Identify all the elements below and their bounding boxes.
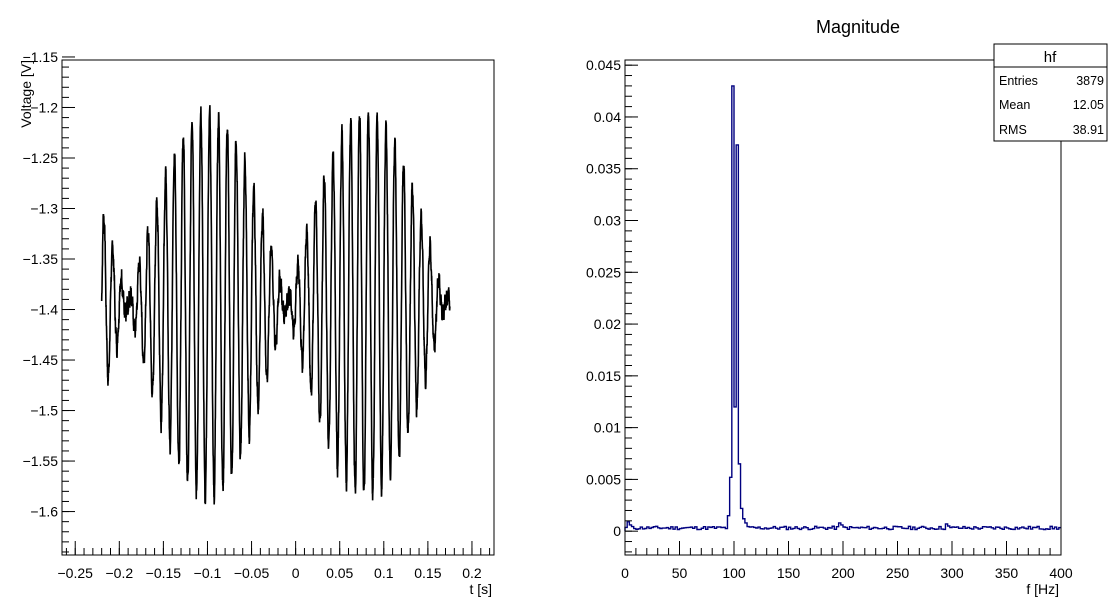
left-voltage-trace — [100, 105, 451, 505]
left-x-tick-label: 0 — [292, 565, 300, 581]
left-y-axis-label: Voltage [V] — [18, 60, 34, 128]
stats-rms-label: RMS — [999, 123, 1027, 137]
right-x-tick-label: 350 — [995, 565, 1019, 581]
left-x-tick-label: 0.15 — [414, 565, 441, 581]
left-series-line — [100, 105, 451, 505]
stats-box-name: hf — [1044, 49, 1057, 66]
right-x-tick-label: 100 — [722, 565, 746, 581]
stats-mean-value: 12.05 — [1073, 98, 1104, 112]
left-y-tick-label: −1.25 — [23, 150, 59, 166]
left-y-tick-label: −1.2 — [30, 99, 58, 115]
stats-entries-label: Entries — [999, 74, 1038, 88]
right-plot-title: Magnitude — [816, 17, 900, 37]
stats-rms-value: 38.91 — [1073, 123, 1104, 137]
right-x-tick-label: 50 — [672, 565, 688, 581]
right-y-tick-label: 0.035 — [586, 161, 621, 177]
stats-entries-value: 3879 — [1076, 74, 1104, 88]
stats-box-frame — [993, 43, 1108, 142]
left-y-tick-label: −1.3 — [30, 201, 58, 217]
right-histogram-line — [624, 85, 1061, 532]
left-x-tick-label: 0.05 — [326, 565, 353, 581]
left-x-axis-label: t [s] — [469, 581, 492, 597]
right-x-tick-label: 400 — [1049, 565, 1073, 581]
left-x-tick-label: −0.1 — [194, 565, 222, 581]
left-y-tick-label: −1.5 — [30, 403, 58, 419]
right-y-tick-label: 0.005 — [586, 471, 621, 487]
left-x-tick-label: −0.15 — [146, 565, 182, 581]
right-y-tick-label: 0.01 — [594, 420, 621, 436]
right-x-axis-label: f [Hz] — [1026, 581, 1059, 597]
right-x-tick-label: 0 — [621, 565, 629, 581]
right-y-tick-label: 0.03 — [594, 213, 621, 229]
right-y-tick-label: 0 — [613, 523, 621, 539]
left-y-tick-label: −1.55 — [23, 453, 59, 469]
right-x-tick-label: 300 — [940, 565, 964, 581]
left-x-tick-label: 0.2 — [462, 565, 482, 581]
right-y-tick-label: 0.025 — [586, 264, 621, 280]
right-x-tick-label: 150 — [777, 565, 801, 581]
left-y-axis: −1.6 −1.55 −1.5 −1.45 −1.4 −1.35 −1.3 −1.25 −1.2… — [23, 49, 75, 553]
stats-mean-label: Mean — [999, 98, 1030, 112]
right-y-tick-label: 0.015 — [586, 368, 621, 384]
left-x-tick-label: −0.2 — [105, 565, 133, 581]
right-x-tick-label: 200 — [831, 565, 855, 581]
right-x-axis: 0 50 100 150 200 250 300 350 400 — [621, 541, 1073, 581]
right-magnitude-histogram — [624, 85, 1061, 532]
right-y-tick-label: 0.045 — [586, 57, 621, 73]
left-x-tick-label: −0.05 — [234, 565, 270, 581]
left-x-tick-label: 0.1 — [374, 565, 394, 581]
right-y-tick-label: 0.02 — [594, 316, 621, 332]
left-y-tick-label: −1.6 — [30, 504, 58, 520]
left-x-tick-label: −0.25 — [58, 565, 94, 581]
left-y-tick-label: −1.45 — [23, 352, 59, 368]
left-y-tick-label: −1.4 — [30, 302, 58, 318]
stats-box: hf Entries 3879 Mean 12.05 RMS 38.91 — [993, 43, 1108, 142]
left-y-tick-label: −1.15 — [23, 49, 59, 65]
right-plot: Magnitude 0 50 100 150 200 250 300 350 400 0 0.00… — [586, 17, 1108, 597]
right-y-axis: 0 0.005 0.01 0.015 0.02 0.025 0.03 0.035 0.04 0.0… — [586, 57, 638, 553]
left-y-tick-label: −1.35 — [23, 251, 59, 267]
right-x-tick-label: 250 — [886, 565, 910, 581]
right-y-tick-label: 0.04 — [594, 109, 621, 125]
left-x-axis: −0.25 −0.2 −0.15 −0.1 −0.05 0 0.05 0.1 0.15 0.2 — [58, 541, 491, 581]
